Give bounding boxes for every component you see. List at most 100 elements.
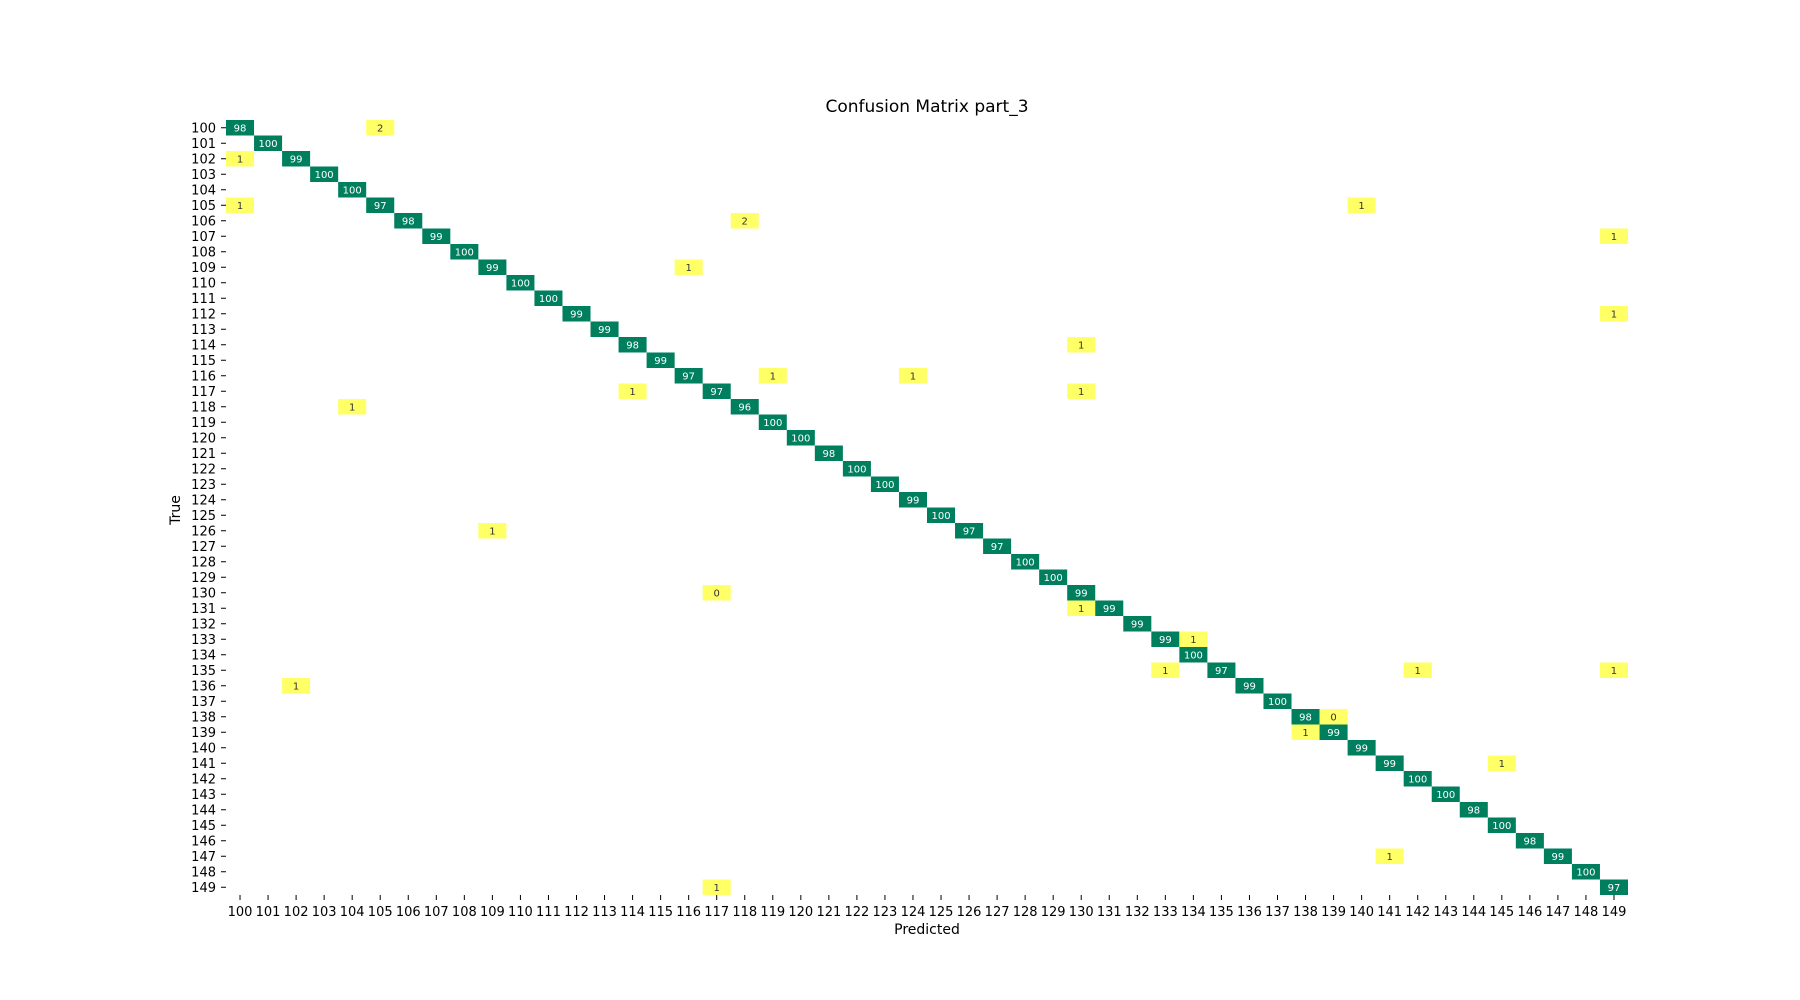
cell-value-label: 1 — [1302, 728, 1308, 739]
y-axis-label: True — [168, 495, 184, 526]
cell-value-label: 0 — [714, 588, 720, 599]
heatmap-cell — [254, 135, 283, 151]
heatmap-cell — [730, 213, 759, 229]
cell-value-label: 99 — [1243, 681, 1256, 692]
heatmap-cell — [618, 337, 647, 353]
heatmap-cell — [1347, 740, 1376, 756]
heatmap-cell — [814, 445, 843, 461]
y-tick-label: 131 — [191, 602, 216, 617]
heatmap-cell — [1235, 678, 1264, 694]
cell-value-label: 100 — [1184, 650, 1203, 661]
cell-value-label: 1 — [1190, 635, 1196, 646]
cell-value-label: 1 — [770, 371, 776, 382]
x-tick-label: 105 — [368, 905, 393, 920]
x-tick-label: 118 — [732, 905, 757, 920]
y-tick-label: 107 — [191, 230, 216, 245]
x-tick-label: 131 — [1097, 905, 1122, 920]
cell-value-label: 98 — [1467, 805, 1480, 816]
cell-value-label: 99 — [570, 309, 583, 320]
y-tick-label: 148 — [191, 865, 216, 880]
y-tick-label: 147 — [191, 850, 216, 865]
heatmap-cell — [674, 259, 703, 275]
heatmap-cell — [1459, 802, 1488, 818]
heatmap-cell — [1123, 616, 1152, 632]
cell-value-label: 1 — [685, 263, 691, 274]
cell-value-label: 99 — [430, 232, 443, 243]
heatmap-cell — [842, 461, 871, 477]
heatmap-cell — [983, 538, 1012, 554]
x-tick-label: 100 — [228, 905, 253, 920]
heatmap-cell — [758, 368, 787, 384]
x-tick-label: 133 — [1153, 905, 1178, 920]
y-tick-label: 140 — [191, 741, 216, 756]
x-tick-label: 149 — [1602, 905, 1627, 920]
x-tick-label: 107 — [424, 905, 449, 920]
x-tick-label: 109 — [480, 905, 505, 920]
cell-value-label: 1 — [1358, 201, 1364, 212]
heatmap-cell — [702, 383, 731, 399]
cell-value-label: 100 — [847, 464, 866, 475]
x-tick-label: 101 — [256, 905, 281, 920]
y-tick-label: 135 — [191, 664, 216, 679]
cell-value-label: 1 — [1078, 604, 1084, 615]
heatmap-cell — [1095, 600, 1124, 616]
y-tick-label: 124 — [191, 493, 216, 508]
cell-value-label: 1 — [1078, 340, 1084, 351]
y-tick-label: 119 — [191, 416, 216, 431]
cell-value-label: 99 — [1327, 728, 1340, 739]
y-tick-label: 145 — [191, 819, 216, 834]
y-tick-label: 129 — [191, 571, 216, 586]
cell-value-label: 100 — [1016, 557, 1035, 568]
x-tick-label: 103 — [312, 905, 337, 920]
x-tick-label: 138 — [1293, 905, 1318, 920]
cell-value-label: 99 — [486, 263, 499, 274]
heatmap-cell — [730, 399, 759, 415]
heatmap-cell — [674, 368, 703, 384]
heatmap-cell — [1319, 724, 1348, 740]
cell-value-label: 97 — [963, 526, 976, 537]
y-tick-label: 116 — [191, 369, 216, 384]
heatmap-cell — [646, 352, 675, 368]
cell-value-label: 1 — [237, 201, 243, 212]
heatmap-cell — [1179, 631, 1208, 647]
cell-value-label: 97 — [710, 387, 723, 398]
heatmap-cell — [394, 213, 423, 229]
y-tick-label: 109 — [191, 261, 216, 276]
y-tick-label: 146 — [191, 834, 216, 849]
x-tick-label: 106 — [396, 905, 421, 920]
heatmap-cell — [1599, 306, 1628, 322]
cell-value-label: 2 — [742, 216, 748, 227]
x-tick-label: 114 — [620, 905, 645, 920]
cell-value-label: 99 — [1131, 619, 1144, 630]
x-tick-label: 134 — [1181, 905, 1206, 920]
x-tick-label: 122 — [844, 905, 869, 920]
y-axis-ticks: 1001011021031041051061071081091101111121… — [191, 121, 226, 896]
cell-value-label: 100 — [539, 294, 558, 305]
cell-value-label: 100 — [259, 139, 278, 150]
y-tick-label: 120 — [191, 431, 216, 446]
heatmap-cell — [1431, 786, 1460, 802]
y-tick-label: 103 — [191, 168, 216, 183]
x-tick-label: 102 — [284, 905, 309, 920]
heatmap-cell — [422, 228, 451, 244]
heatmap-cell — [1067, 383, 1096, 399]
cell-value-label: 98 — [1523, 836, 1536, 847]
heatmap-cell — [927, 507, 956, 523]
y-tick-label: 110 — [191, 276, 216, 291]
y-tick-label: 121 — [191, 447, 216, 462]
heatmap-cell — [1487, 817, 1516, 833]
cell-value-label: 1 — [293, 681, 299, 692]
heatmap-cell — [478, 523, 507, 539]
cell-value-label: 1 — [349, 402, 355, 413]
heatmap-cell — [1319, 709, 1348, 725]
cell-value-label: 97 — [374, 201, 387, 212]
x-tick-label: 142 — [1405, 905, 1430, 920]
cell-value-label: 100 — [1408, 774, 1427, 785]
cell-value-label: 99 — [654, 356, 667, 367]
cell-value-label: 97 — [991, 542, 1004, 553]
heatmap-cell — [1067, 585, 1096, 601]
cell-value-label: 1 — [1611, 666, 1617, 677]
y-tick-label: 126 — [191, 524, 216, 539]
cell-value-label: 100 — [763, 418, 782, 429]
heatmap-cell — [1263, 693, 1292, 709]
